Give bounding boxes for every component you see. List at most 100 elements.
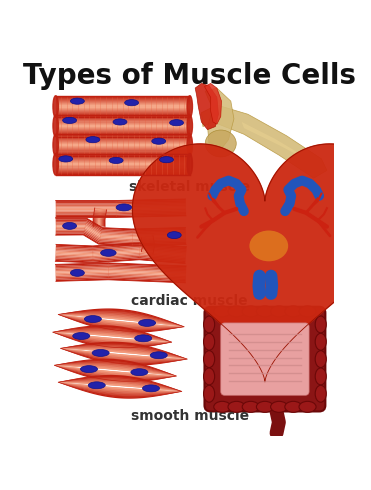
Ellipse shape (299, 306, 316, 317)
Polygon shape (56, 271, 186, 276)
Bar (56, 118, 190, 120)
Bar (56, 100, 190, 101)
Bar (56, 111, 190, 112)
Bar (56, 168, 190, 169)
Polygon shape (58, 382, 182, 392)
Bar (56, 129, 190, 130)
Ellipse shape (285, 306, 302, 317)
Polygon shape (58, 382, 182, 392)
Bar (56, 170, 190, 171)
Polygon shape (56, 234, 186, 246)
Polygon shape (56, 228, 186, 240)
Polygon shape (53, 329, 172, 342)
Polygon shape (152, 236, 155, 254)
Polygon shape (58, 315, 184, 331)
Bar (56, 105, 190, 107)
Polygon shape (58, 381, 182, 392)
Polygon shape (195, 83, 219, 130)
Bar (56, 122, 190, 124)
Polygon shape (60, 348, 187, 362)
Bar (56, 162, 190, 164)
Polygon shape (53, 332, 172, 347)
Bar (56, 164, 190, 166)
Polygon shape (56, 277, 186, 281)
Bar (56, 163, 190, 165)
Ellipse shape (131, 369, 148, 376)
Polygon shape (53, 332, 172, 345)
Polygon shape (54, 363, 177, 376)
Polygon shape (53, 328, 172, 342)
Bar (56, 114, 190, 116)
Polygon shape (145, 237, 148, 253)
Bar (56, 116, 190, 118)
Text: smooth muscle: smooth muscle (131, 409, 249, 423)
Bar (56, 120, 190, 121)
Bar (56, 155, 190, 156)
Polygon shape (53, 328, 172, 342)
Bar (56, 127, 190, 128)
Ellipse shape (242, 401, 259, 413)
Bar (56, 149, 190, 151)
Polygon shape (53, 332, 172, 349)
Polygon shape (58, 308, 184, 327)
Polygon shape (95, 208, 98, 227)
Polygon shape (54, 365, 177, 376)
Ellipse shape (86, 137, 100, 143)
Polygon shape (56, 212, 186, 215)
Polygon shape (56, 253, 186, 258)
Polygon shape (54, 362, 177, 376)
Polygon shape (56, 273, 186, 277)
Ellipse shape (81, 366, 98, 372)
Polygon shape (56, 264, 186, 269)
Polygon shape (56, 250, 186, 255)
Polygon shape (98, 209, 101, 227)
Polygon shape (54, 365, 177, 381)
Bar (56, 128, 190, 129)
Polygon shape (54, 359, 177, 376)
Bar (56, 109, 190, 110)
Ellipse shape (214, 401, 231, 413)
Polygon shape (132, 144, 371, 382)
Polygon shape (54, 365, 177, 376)
Text: skeletal muscle: skeletal muscle (129, 180, 250, 195)
Polygon shape (58, 315, 184, 327)
Polygon shape (54, 365, 177, 378)
Polygon shape (54, 365, 177, 377)
Polygon shape (60, 347, 187, 359)
Ellipse shape (109, 157, 123, 164)
Polygon shape (56, 266, 186, 270)
Polygon shape (58, 315, 184, 327)
Ellipse shape (228, 306, 245, 317)
Polygon shape (53, 332, 172, 342)
Ellipse shape (249, 230, 288, 261)
Bar (56, 126, 190, 127)
Polygon shape (60, 343, 187, 359)
Polygon shape (201, 105, 327, 178)
Ellipse shape (315, 385, 326, 402)
Polygon shape (53, 332, 172, 345)
Polygon shape (60, 348, 187, 362)
Polygon shape (54, 365, 177, 376)
Polygon shape (56, 245, 186, 251)
Bar (56, 158, 190, 159)
Polygon shape (53, 332, 172, 346)
Ellipse shape (152, 138, 166, 144)
Polygon shape (58, 315, 184, 329)
Ellipse shape (270, 401, 288, 413)
Bar (56, 171, 190, 172)
Bar (56, 97, 190, 98)
FancyBboxPatch shape (204, 307, 325, 412)
Text: Types of Muscle Cells: Types of Muscle Cells (23, 62, 356, 90)
Polygon shape (58, 315, 184, 330)
Polygon shape (58, 315, 184, 327)
Ellipse shape (170, 120, 184, 126)
Polygon shape (56, 220, 186, 232)
Polygon shape (54, 365, 177, 377)
Polygon shape (58, 315, 184, 327)
Polygon shape (104, 210, 106, 227)
Polygon shape (53, 332, 172, 343)
Polygon shape (53, 331, 172, 342)
Bar (56, 156, 190, 157)
Polygon shape (54, 365, 177, 381)
Ellipse shape (53, 96, 58, 117)
